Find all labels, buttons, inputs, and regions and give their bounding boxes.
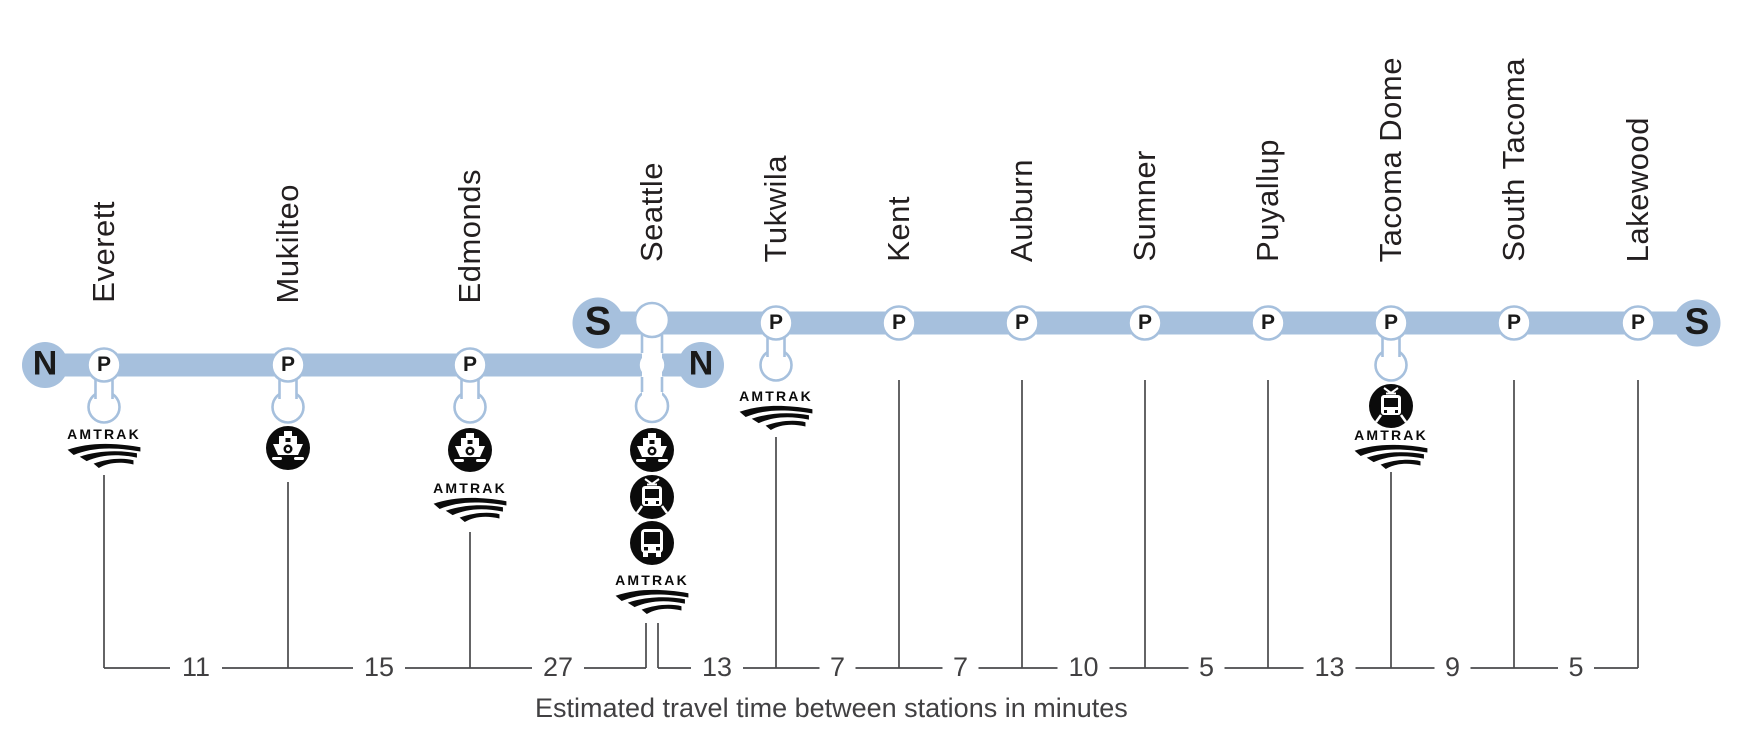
amtrak-icon: AMTRAK — [728, 389, 824, 430]
station-label-south-tacoma: South Tacoma — [1496, 58, 1531, 262]
ferry-icon — [448, 428, 492, 472]
amtrak-wordmark: AMTRAK — [1354, 427, 1428, 443]
travel-time-seattle-tukwila: 13 — [701, 652, 733, 682]
amtrak-waves-icon — [1354, 444, 1428, 469]
parking-label: P — [891, 311, 907, 335]
amtrak-waves-icon — [67, 443, 141, 468]
station-ticks — [103, 380, 1639, 668]
parking-label: P — [1137, 311, 1153, 335]
station-label-tacoma-dome: Tacoma Dome — [1373, 56, 1408, 262]
parking-label: P — [96, 353, 112, 377]
station-label-sumner: Sumner — [1127, 150, 1162, 262]
north-terminal-badge-left — [22, 342, 68, 388]
station-label-seattle: Seattle — [634, 161, 669, 262]
station-label-puyallup: Puyallup — [1250, 139, 1285, 262]
station-label-lakewood: Lakewood — [1620, 116, 1655, 262]
station-marker-south-tacoma — [1496, 305, 1532, 341]
parking-label: P — [1630, 311, 1646, 335]
north-terminal-badge-right — [678, 342, 724, 388]
streetcar-icon — [630, 475, 674, 519]
station-marker-seattle — [633, 301, 671, 424]
south-terminal-label: S — [584, 299, 612, 344]
parking-label: P — [1383, 311, 1399, 335]
streetcar-icon — [1369, 384, 1413, 428]
amtrak-waves-icon — [615, 589, 689, 614]
amtrak-waves-icon — [433, 497, 507, 522]
north-line — [45, 353, 701, 377]
station-label-everett: Everett — [86, 201, 121, 303]
station-marker-tukwila — [758, 305, 794, 382]
ferry-icon — [266, 426, 310, 470]
amtrak-icon: AMTRAK — [1343, 428, 1439, 469]
parking-label: P — [1506, 311, 1522, 335]
travel-time-puyallup-tacoma-dome: 13 — [1314, 652, 1345, 682]
amtrak-wordmark: AMTRAK — [433, 480, 507, 496]
travel-time-auburn-sumner: 10 — [1068, 652, 1099, 682]
diagram-caption: Estimated travel time between stations i… — [535, 693, 1128, 723]
parking-label: P — [1014, 311, 1030, 335]
station-marker-auburn — [1004, 305, 1040, 341]
parking-label: P — [768, 311, 784, 335]
travel-time-sumner-puyallup: 5 — [1198, 652, 1215, 682]
travel-time-s-tacoma-lakewood: 5 — [1568, 652, 1584, 682]
south-terminal-label: S — [1684, 301, 1710, 343]
amtrak-icon: AMTRAK — [56, 427, 152, 468]
amtrak-wordmark: AMTRAK — [739, 388, 813, 404]
amtrak-waves-icon — [739, 405, 813, 430]
station-marker-mukilteo — [270, 347, 306, 424]
travel-time-mukilteo-edmonds: 15 — [363, 652, 395, 682]
amtrak-icon: AMTRAK — [422, 481, 518, 522]
station-marker-kent — [881, 305, 917, 341]
station-marker-tacoma-dome — [1373, 305, 1409, 382]
station-marker-edmonds — [452, 347, 488, 424]
station-marker-sumner — [1127, 305, 1163, 341]
station-marker-puyallup — [1250, 305, 1286, 341]
parking-label: P — [280, 353, 296, 377]
bus-icon — [630, 521, 674, 565]
station-marker-lakewood — [1620, 305, 1656, 341]
travel-time-tukwila-kent: 7 — [829, 652, 846, 682]
amtrak-wordmark: AMTRAK — [67, 426, 141, 442]
station-label-mukilteo: Mukilteo — [270, 183, 305, 303]
south-terminal-badge-left — [572, 297, 624, 349]
ferry-icon — [630, 428, 674, 472]
travel-time-kent-auburn: 7 — [952, 652, 969, 682]
amtrak-wordmark: AMTRAK — [615, 572, 689, 588]
north-terminal-label: N — [32, 344, 58, 383]
station-label-edmonds: Edmonds — [452, 168, 487, 303]
travel-time-everett-mukilteo: 11 — [181, 652, 211, 682]
parking-label: P — [1260, 311, 1276, 335]
station-label-tukwila: Tukwila — [758, 154, 793, 262]
station-label-auburn: Auburn — [1004, 159, 1039, 262]
travel-time-tacoma-dome-s-tacoma: 9 — [1444, 652, 1461, 682]
parking-label: P — [462, 353, 478, 377]
south-terminal-badge-right — [1673, 299, 1721, 347]
travel-time-edmonds-seattle: 27 — [542, 652, 574, 682]
amtrak-icon: AMTRAK — [604, 573, 700, 614]
north-terminal-label: N — [688, 344, 714, 383]
station-marker-everett — [86, 347, 122, 424]
station-label-kent: Kent — [881, 196, 916, 262]
